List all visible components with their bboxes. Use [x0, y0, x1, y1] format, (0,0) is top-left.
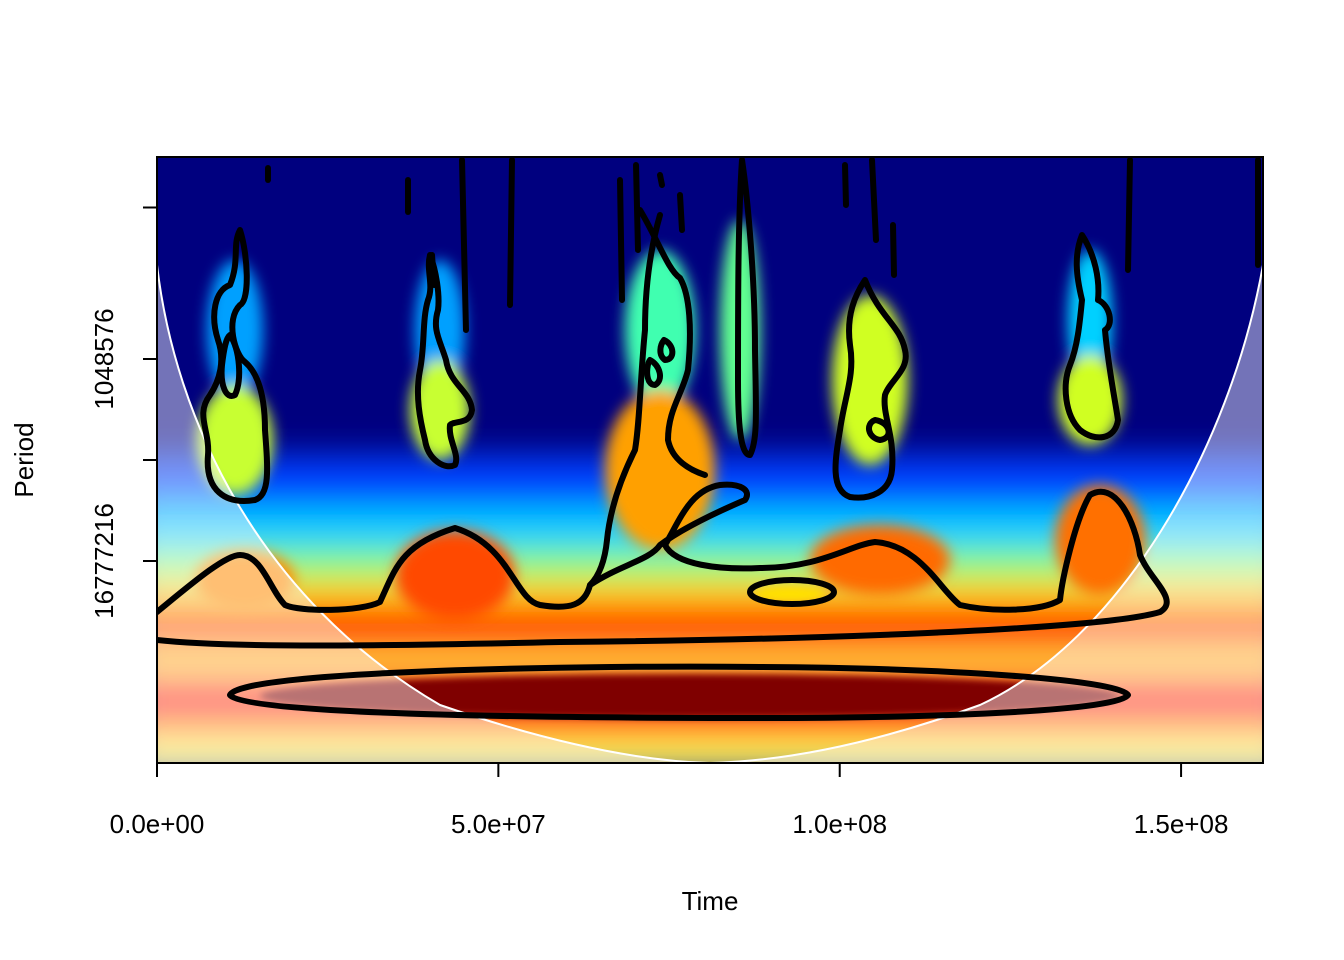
y-tick-label-3: 16777216 [89, 503, 119, 619]
contour-top-3 [617, 177, 625, 303]
cone-of-influence-edge [157, 264, 1263, 763]
contour-blob-2 [414, 252, 475, 470]
power-peak [260, 587, 1120, 718]
contour-top-4 [633, 162, 641, 253]
contour-left-blob [200, 227, 271, 504]
contour-top-6 [842, 162, 849, 208]
contour-blob-3 [637, 207, 708, 478]
significance-contours [157, 157, 1261, 721]
contour-top-1 [459, 157, 469, 333]
contour-top-5 [677, 192, 685, 233]
contour-blob-5-hole [866, 417, 892, 443]
contour-top-9 [1125, 157, 1133, 273]
contour-blob-3-hole2 [657, 337, 676, 363]
x-tick-label-0: 0.0e+00 [110, 809, 205, 839]
x-tick-label-3: 1.5e+08 [1134, 809, 1229, 839]
contour-blob-4 [735, 157, 759, 458]
contour-top-2 [507, 157, 515, 308]
contour-top-13 [657, 172, 665, 188]
contour-peak-ellipse [227, 663, 1131, 721]
cone-of-influence [157, 265, 1263, 763]
contour-blob-6 [1062, 232, 1121, 441]
y-tick-label-1: 1048576 [89, 308, 119, 409]
contour-blob-5 [832, 277, 909, 501]
contour-left-blob-inner [218, 332, 243, 399]
contour-main-band [157, 481, 1170, 649]
heatmap-area [157, 157, 1263, 763]
x-tick-label-2: 1.0e+08 [792, 809, 887, 839]
contour-blob-3-left [587, 212, 663, 588]
x-tick-label-1: 5.0e+07 [451, 809, 546, 839]
contour-top-14 [429, 252, 437, 288]
contour-top-7 [869, 157, 879, 243]
x-axis-title: Time [682, 886, 739, 916]
y-axis-title: Period [9, 422, 39, 497]
contour-small-ellipse [747, 577, 837, 607]
contour-blob-3-hole [644, 357, 663, 388]
y-axis: 1048576 16777216 [89, 206, 158, 619]
x-axis: 0.0e+00 5.0e+07 1.0e+08 1.5e+08 [110, 762, 1229, 839]
contour-top-8 [890, 222, 897, 278]
